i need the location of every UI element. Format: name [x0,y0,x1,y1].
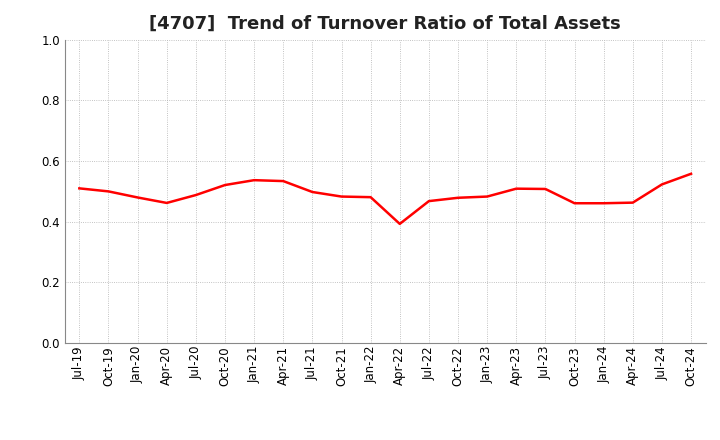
Title: [4707]  Trend of Turnover Ratio of Total Assets: [4707] Trend of Turnover Ratio of Total … [149,15,621,33]
